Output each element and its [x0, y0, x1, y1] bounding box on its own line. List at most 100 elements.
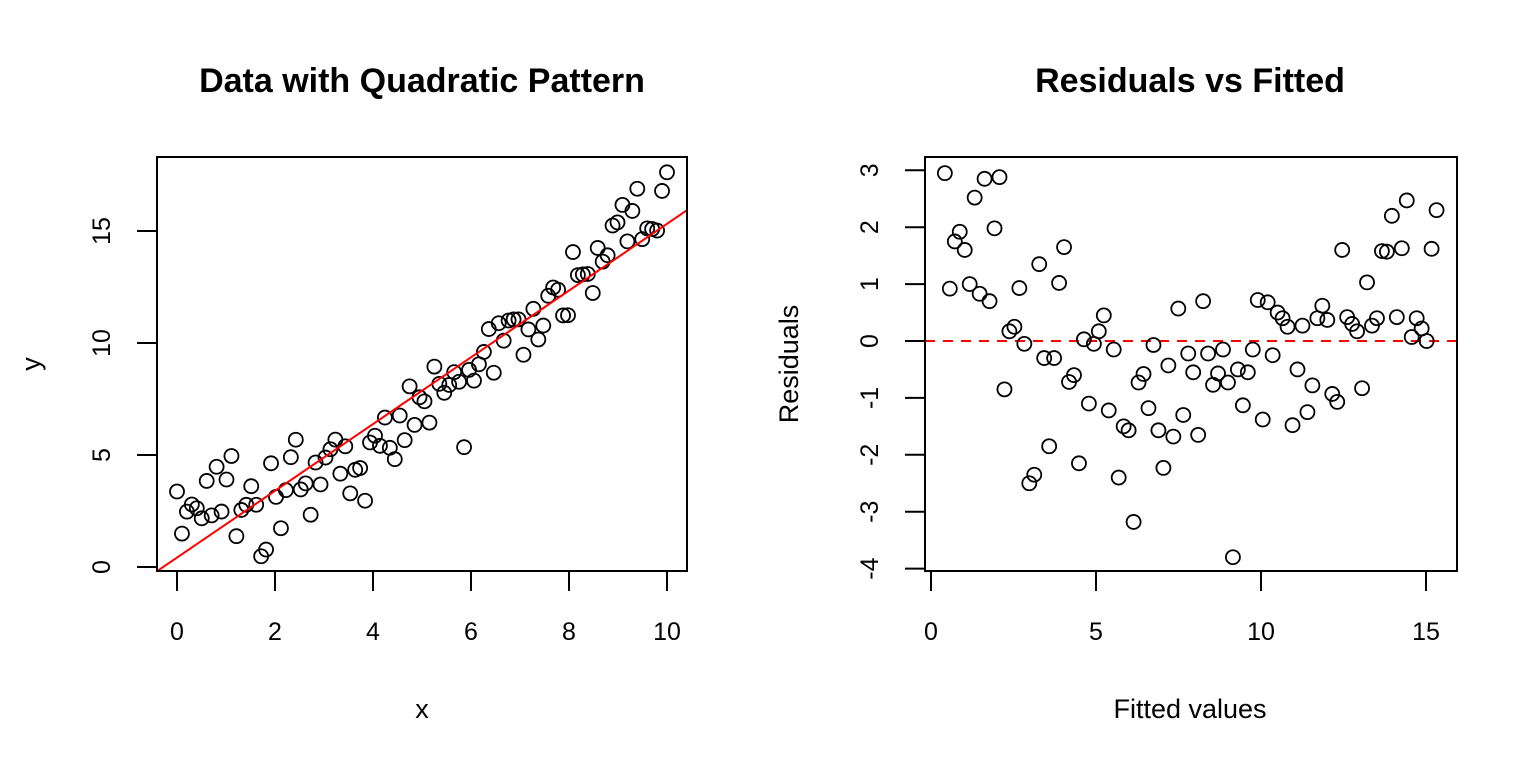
residual-point: [1076, 331, 1092, 348]
residual-point: [1354, 380, 1370, 397]
residual-point: [1428, 202, 1445, 219]
data-point: [421, 414, 438, 431]
residual-point: [986, 220, 1003, 237]
residual-point: [1264, 347, 1281, 364]
residual-point: [1210, 365, 1226, 382]
data-point: [391, 407, 408, 424]
residual-points: [936, 165, 1445, 566]
data-point: [396, 432, 413, 449]
residual-point: [1160, 357, 1177, 374]
y-tick-label: 3: [856, 163, 884, 177]
residual-point: [1398, 192, 1415, 209]
residual-point: [1274, 310, 1291, 327]
residual-point: [1220, 374, 1236, 391]
residual-point: [1051, 275, 1067, 291]
residual-point: [1269, 304, 1286, 321]
x-axis-label: Fitted values: [1113, 694, 1266, 724]
data-point: [624, 203, 641, 219]
data-point: [535, 317, 552, 334]
data-point: [589, 240, 606, 256]
y-tick-label: 5: [88, 448, 116, 462]
data-point: [456, 439, 472, 456]
x-axis: 0 2 4 6 8 10: [170, 571, 681, 646]
residual-point: [1120, 422, 1137, 439]
x-axis-label: x: [415, 694, 429, 724]
residual-point: [1140, 400, 1157, 417]
right-panel-residuals: Residuals vs Fitted 0 5 10 15 -4 -3 -2 -1 0 1 2 3 …: [768, 0, 1536, 768]
data-point: [565, 244, 581, 260]
residual-point: [1036, 350, 1053, 366]
y-tick-label: -2: [856, 444, 884, 466]
data-point: [213, 503, 230, 520]
data-point: [619, 233, 636, 250]
residual-point: [1056, 239, 1072, 256]
data-point: [287, 431, 304, 448]
residual-point: [1225, 549, 1241, 566]
data-point: [376, 409, 393, 426]
data-point: [228, 528, 245, 545]
data-point: [297, 475, 314, 492]
residual-point: [1110, 469, 1127, 486]
x-tick-label: 0: [924, 618, 938, 646]
data-point: [451, 373, 468, 390]
y-tick-label: 1: [856, 277, 884, 291]
residual-point: [1349, 323, 1365, 340]
data-point: [386, 451, 403, 468]
residual-point: [1359, 274, 1375, 291]
residual-point: [1334, 242, 1351, 258]
residual-point: [1021, 475, 1038, 492]
residual-point: [981, 293, 998, 310]
data-point: [570, 267, 586, 284]
data-point: [639, 220, 656, 237]
residual-point: [1115, 418, 1132, 435]
y-tick-label: 10: [88, 329, 116, 357]
data-point: [654, 183, 670, 199]
y-tick-label: 2: [856, 220, 884, 234]
residual-point: [1080, 395, 1097, 412]
residual-point: [1071, 455, 1087, 472]
y-tick-label: -3: [856, 501, 884, 523]
y-tick-label: -1: [856, 387, 884, 409]
data-point: [520, 321, 537, 338]
left-panel-quadratic-data: Data with Quadratic Pattern 0 2 4 6 8 10 0 5 10…: [16, 62, 688, 724]
residual-point: [1195, 293, 1212, 310]
residual-point: [971, 285, 988, 302]
data-point: [659, 164, 675, 181]
residual-point: [1001, 323, 1018, 340]
residual-point: [1170, 300, 1187, 317]
residual-point: [1150, 422, 1167, 439]
residual-point: [1041, 438, 1058, 455]
residual-point: [1215, 341, 1231, 358]
data-point: [312, 476, 329, 493]
data-point: [485, 364, 502, 381]
residual-point: [951, 223, 968, 240]
residual-point: [1284, 417, 1301, 434]
residual-point: [1105, 341, 1122, 358]
x-axis: 0 5 10 15: [924, 571, 1440, 646]
y-tick-label: 0: [88, 560, 116, 574]
y-tick-label: 0: [856, 334, 884, 348]
residual-point: [1100, 402, 1117, 419]
x-tick-label: 10: [1247, 618, 1275, 646]
data-point: [599, 247, 616, 264]
data-point: [174, 525, 190, 542]
residual-point: [1378, 243, 1395, 260]
data-point: [188, 500, 205, 517]
data-point: [530, 331, 547, 348]
data-point: [273, 520, 289, 537]
residual-point: [946, 233, 963, 250]
residual-point: [1229, 361, 1246, 378]
data-point: [198, 473, 215, 489]
data-point: [584, 285, 601, 301]
residual-point: [1249, 292, 1266, 308]
data-point: [208, 458, 225, 475]
x-tick-label: 15: [1412, 618, 1440, 646]
data-point: [218, 471, 235, 488]
y-tick-label: 15: [88, 217, 116, 245]
data-point: [342, 485, 359, 502]
plot-frame: [924, 156, 1458, 572]
data-point: [466, 372, 482, 389]
data-point: [357, 492, 373, 509]
residual-point: [996, 381, 1013, 398]
residual-point: [1299, 404, 1316, 421]
